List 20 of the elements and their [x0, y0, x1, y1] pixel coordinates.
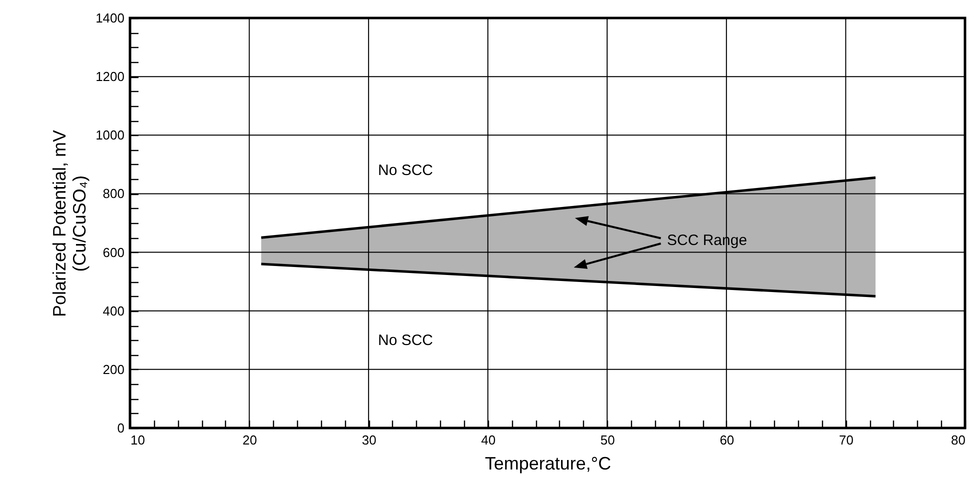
annotation: No SCC: [378, 332, 434, 349]
x-tick-label: 60: [720, 432, 734, 448]
x-tick-label: 20: [242, 432, 258, 448]
y-axis-title: Polarized Potential, mV (Cu/CuSO₄): [50, 130, 90, 318]
y-tick-label: 200: [102, 362, 124, 377]
y-tick-label: 0: [117, 420, 124, 436]
y-tick-label: 400: [102, 303, 124, 318]
x-tick-label: 50: [600, 432, 615, 448]
y-tick-label: 800: [102, 186, 124, 202]
annotation: No SCC: [378, 162, 434, 179]
y-tick-label: 1200: [96, 69, 124, 84]
y-tick-label: 600: [102, 244, 124, 260]
y-tick-label: 1400: [96, 10, 124, 26]
x-tick-label: 30: [362, 432, 376, 448]
x-tick-label: 40: [481, 432, 496, 448]
x-tick-label: 10: [130, 432, 145, 448]
x-tick-label: 70: [838, 432, 854, 448]
x-tick-label: 80: [951, 432, 966, 448]
y-tick-label: 1000: [96, 128, 124, 143]
x-axis-title: Temperature,°C: [484, 454, 612, 474]
